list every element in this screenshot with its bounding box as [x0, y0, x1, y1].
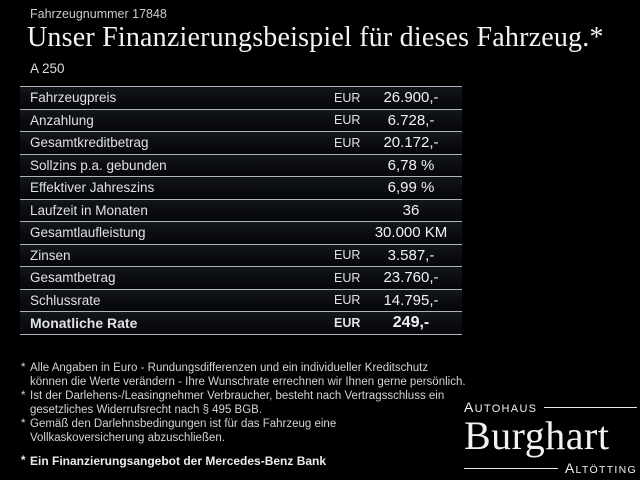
asterisk-marker: * [21, 362, 26, 374]
row-currency: EUR [334, 293, 361, 308]
logo-bottom-line: ALTÖTTING [464, 460, 637, 476]
footnote-text: Alle Angaben in Euro - Rundungsdifferenz… [30, 362, 466, 388]
logo-rule-top [544, 406, 637, 408]
row-label: Gesamtkreditbetrag [30, 135, 149, 151]
row-value: 26.900,- [383, 89, 439, 107]
table-row-gesamtbetrag: Gesamtbetrag EUR 23.760,- [20, 266, 462, 289]
page-title: Unser Finanzierungsbeispiel für dieses F… [27, 22, 604, 53]
asterisk-marker: * [21, 390, 26, 402]
table-row-gesamtlaufleistung: Gesamtlaufleistung 30.000 KM [20, 221, 462, 244]
logo-top-line: AUTOHAUS [464, 399, 637, 415]
table-row-anzahlung: Anzahlung EUR 6.728,- [20, 108, 462, 131]
row-currency: EUR [334, 270, 361, 285]
table-row-zinsen: Zinsen EUR 3.587,- [20, 243, 462, 266]
row-currency: EUR [334, 315, 361, 330]
row-label: Laufzeit in Monaten [30, 202, 148, 218]
row-label: Sollzins p.a. gebunden [30, 157, 167, 173]
row-label: Monatliche Rate [30, 314, 138, 331]
row-value: 6.728,- [387, 111, 435, 129]
row-label: Fahrzeugpreis [30, 90, 117, 106]
footnote-text: Ist der Darlehens-/Leasingnehmer Verbrau… [30, 390, 445, 416]
vehicle-number: Fahrzeugnummer 17848 [30, 7, 167, 21]
row-value: 36 [402, 201, 420, 219]
table-row-gesamtkreditbetrag: Gesamtkreditbetrag EUR 20.172,- [20, 131, 462, 154]
row-currency: EUR [334, 113, 361, 128]
table-row-fahrzeugpreis: Fahrzeugpreis EUR 26.900,- [20, 86, 462, 109]
row-currency: EUR [334, 90, 361, 105]
financing-provider-note: * Ein Finanzierungsangebot der Mercedes-… [21, 454, 469, 468]
footnote-text: Gemäß den Darlehnsbedingungen ist für da… [30, 418, 337, 444]
row-value: 249,- [392, 313, 430, 331]
row-label: Gesamtlaufleistung [30, 225, 146, 241]
footnote-rounding: * Alle Angaben in Euro - Rundungsdiffere… [21, 361, 469, 389]
table-row-monatliche-rate: Monatliche Rate EUR 249,- [20, 311, 462, 334]
financing-provider-text: Ein Finanzierungsangebot der Mercedes-Be… [30, 454, 327, 468]
row-label: Gesamtbetrag [30, 270, 116, 286]
table-row-laufzeit: Laufzeit in Monaten 36 [20, 198, 462, 221]
row-currency: EUR [334, 135, 361, 150]
footnote-widerrufsrecht: * Ist der Darlehens-/Leasingnehmer Verbr… [21, 389, 469, 417]
row-value: 23.760,- [383, 269, 439, 287]
asterisk-marker: * [21, 418, 26, 430]
row-label: Anzahlung [30, 112, 94, 128]
footnotes: * Alle Angaben in Euro - Rundungsdiffere… [21, 361, 469, 468]
footnote-vollkasko: * Gemäß den Darlehnsbedingungen ist für … [21, 417, 469, 445]
logo-city-text: ALTÖTTING [564, 460, 637, 476]
logo-autohaus-text: AUTOHAUS [464, 399, 538, 415]
row-value: 6,78 % [387, 156, 435, 174]
logo-dealer-name: Burghart [464, 413, 610, 458]
row-label: Schlussrate [30, 292, 101, 308]
row-value: 14.795,- [383, 291, 439, 309]
table-row-schlussrate: Schlussrate EUR 14.795,- [20, 288, 462, 311]
row-value: 6,99 % [387, 179, 435, 197]
row-label: Zinsen [30, 247, 71, 263]
logo-rule-bottom [464, 467, 558, 469]
row-value: 30.000 KM [374, 224, 448, 242]
table-row-sollzins: Sollzins p.a. gebunden 6,78 % [20, 153, 462, 176]
dealer-logo: AUTOHAUS Burghart ALTÖTTING [464, 399, 637, 476]
row-label: Effektiver Jahreszins [30, 180, 155, 196]
row-value: 20.172,- [383, 134, 439, 152]
table-row-effektiver-jahreszins: Effektiver Jahreszins 6,99 % [20, 176, 462, 199]
financing-table: Fahrzeugpreis EUR 26.900,- Anzahlung EUR… [20, 86, 462, 335]
model-name: A 250 [30, 61, 65, 76]
asterisk-marker: * [21, 455, 26, 467]
row-currency: EUR [334, 248, 361, 263]
row-value: 3.587,- [387, 246, 435, 264]
